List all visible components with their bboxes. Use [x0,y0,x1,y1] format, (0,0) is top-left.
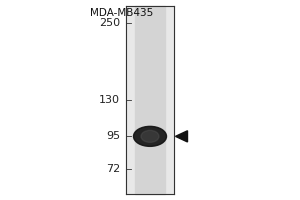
Text: 95: 95 [106,131,120,141]
Text: 72: 72 [106,164,120,174]
Text: MDA-MB435: MDA-MB435 [90,8,153,18]
Ellipse shape [141,130,159,142]
Bar [126,6,174,194]
Ellipse shape [134,126,166,146]
Text: 250: 250 [99,18,120,28]
Bar [135,6,165,194]
Polygon shape [176,131,188,142]
Text: 130: 130 [99,95,120,105]
